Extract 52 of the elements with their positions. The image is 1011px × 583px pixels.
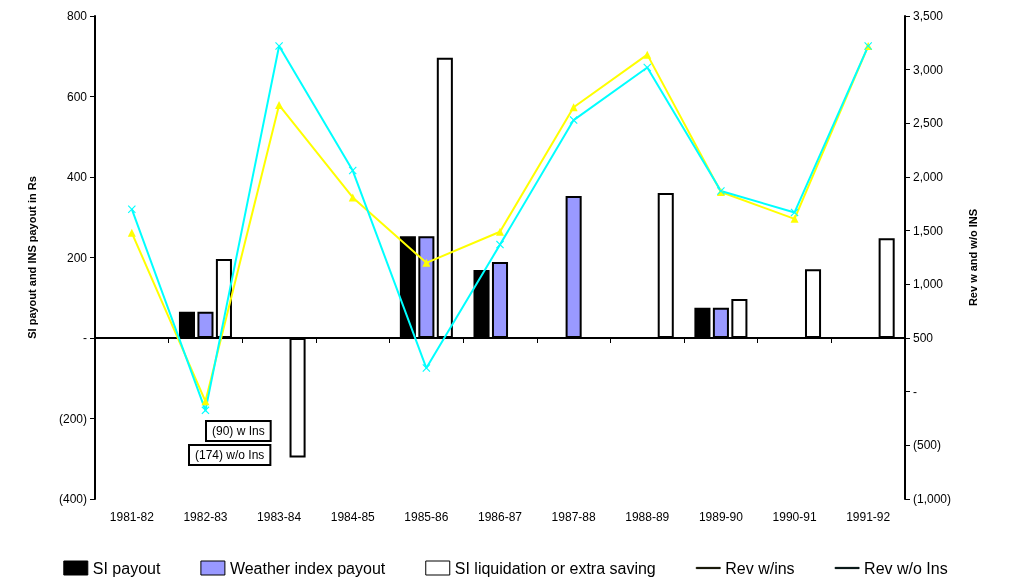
y2-tick-label: -	[913, 384, 917, 399]
y2-tick-label: 2,000	[913, 170, 944, 184]
point	[496, 227, 504, 236]
point	[127, 228, 136, 237]
y2-tick-label: 3,500	[913, 9, 944, 23]
legend-label: Rev w/o Ins	[864, 559, 948, 577]
point	[643, 63, 652, 72]
x-tick-label: 1988-89	[625, 510, 670, 524]
legend-label: Rev w/ins	[725, 559, 795, 577]
x-tick-label: 1991-92	[846, 510, 891, 524]
y-tick-label: 400	[66, 170, 88, 184]
y2-tick-label: 1,000	[913, 277, 944, 292]
y-tick-label: -	[83, 331, 87, 345]
x-tick-label: 1986-87	[477, 510, 523, 524]
point	[643, 50, 652, 59]
annotation: (90) w Ins	[212, 424, 265, 438]
y-tick-label: (200)	[58, 411, 87, 426]
x-tick-label: 1989-90	[698, 510, 744, 524]
point	[569, 103, 578, 112]
x-tick-label: 1981-82	[109, 510, 155, 524]
point	[201, 406, 210, 415]
y2-axis-title: Rev w and w/o INS	[966, 208, 979, 307]
x-tick-label: 1982-83	[183, 510, 228, 524]
point	[348, 166, 357, 175]
legend-label: Weather index payout	[229, 559, 386, 577]
point	[790, 214, 799, 223]
y2-tick-label: 2,500	[913, 116, 944, 131]
x-tick-label: 1985-86	[404, 510, 449, 524]
point	[422, 364, 431, 373]
point	[275, 101, 284, 110]
point	[127, 205, 136, 214]
annotation: (174) w/o Ins	[195, 448, 265, 462]
y-tick-label: 200	[66, 250, 88, 265]
y2-tick-label: 1,500	[913, 223, 944, 238]
y-tick-label: (400)	[58, 492, 87, 506]
legend-label: SI liquidation or extra saving	[454, 559, 656, 577]
y2-tick-label: 500	[913, 331, 934, 345]
x-tick-label: 1983-84	[257, 510, 302, 524]
y-tick-label: 600	[66, 89, 88, 104]
point	[496, 240, 504, 249]
y-tick-label: 800	[66, 9, 88, 23]
x-tick-label: 1987-88	[551, 510, 596, 524]
y2-tick-label: (1,000)	[913, 492, 952, 506]
point	[569, 116, 578, 125]
point	[201, 397, 210, 406]
y2-tick-label: (500)	[913, 438, 942, 453]
y-axis-title: SI payout and INS payout in Rs	[25, 176, 38, 339]
legend-label: SI payout	[92, 559, 161, 577]
y2-tick-label: 3,000	[913, 62, 944, 77]
point	[422, 258, 431, 267]
x-tick-label: 1990-91	[772, 510, 817, 524]
x-tick-label: 1984-85	[330, 510, 376, 524]
